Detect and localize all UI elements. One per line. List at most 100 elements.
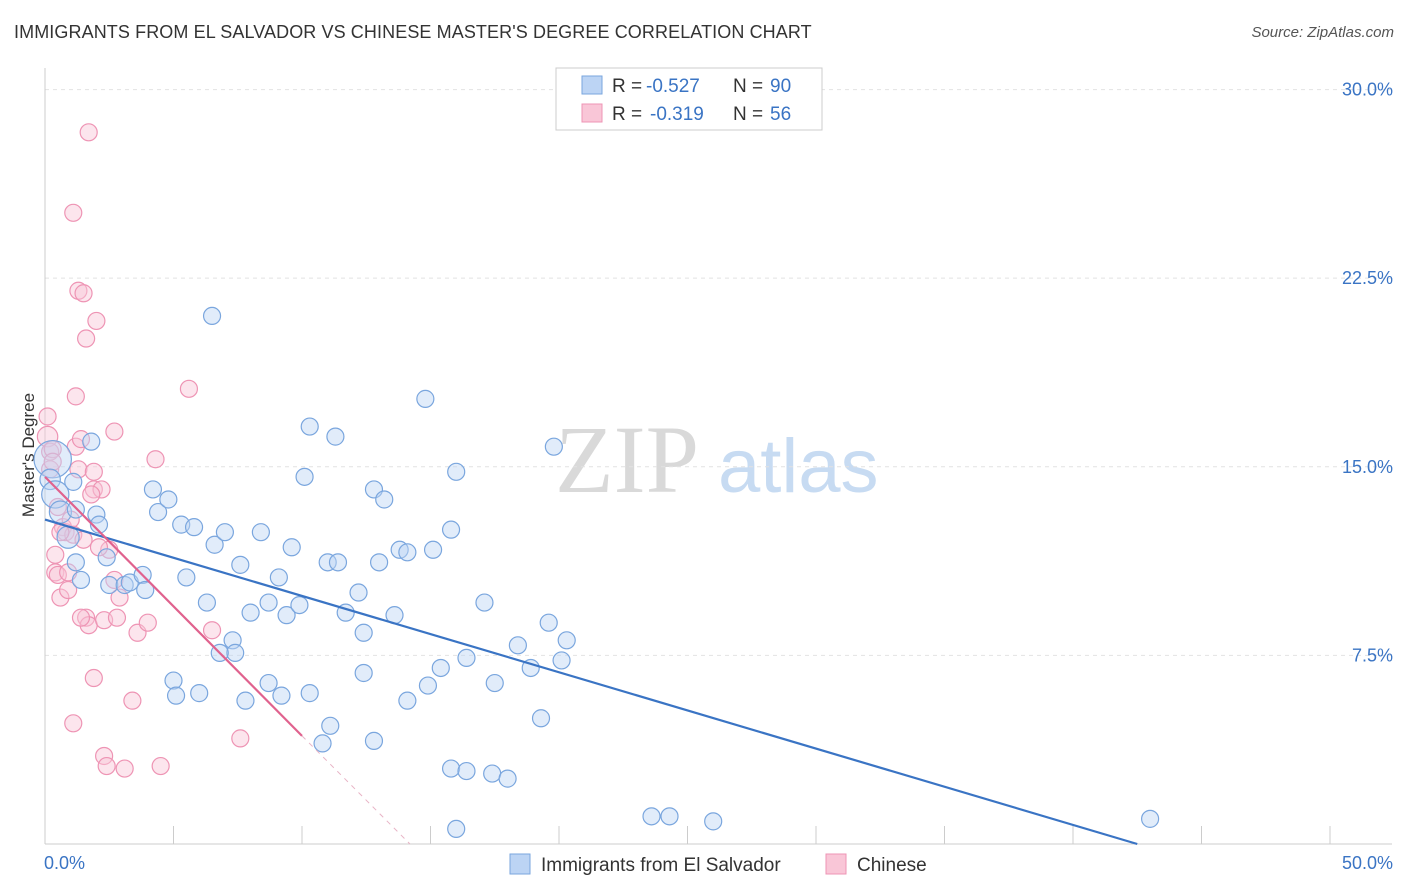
el-salvador-point-6 <box>82 432 101 451</box>
chinese-point-6 <box>46 545 65 564</box>
chinese-point-49 <box>231 729 250 748</box>
chinese-trend-extension <box>301 735 411 845</box>
el-salvador-point-84 <box>642 807 661 826</box>
el-salvador-point-72 <box>300 684 319 703</box>
el-salvador-point-32 <box>259 593 278 612</box>
legend-n-label-2: N = <box>733 104 763 125</box>
el-salvador-point-35 <box>282 538 301 557</box>
el-salvador-point-22 <box>177 568 196 587</box>
el-salvador-point-65 <box>164 671 183 690</box>
el-salvador-point-30 <box>241 603 260 622</box>
el-salvador-point-61 <box>539 613 558 632</box>
chinese-point-50 <box>82 485 101 504</box>
el-salvador-point-14 <box>115 575 134 595</box>
el-salvador-point-68 <box>226 643 245 662</box>
el-salvador-point-85 <box>660 807 679 826</box>
legend-swatch-blue <box>581 75 603 95</box>
el-salvador-point-12 <box>97 548 116 567</box>
chinese-point-48 <box>202 621 222 640</box>
watermark-zip: ZIP <box>555 406 699 513</box>
el-salvador-point-40 <box>326 427 345 446</box>
el-salvador-point-37 <box>295 467 314 486</box>
el-salvador-point-8 <box>66 553 85 572</box>
el-salvador-point-34 <box>277 606 296 625</box>
el-salvador-point-58 <box>508 636 527 655</box>
el-salvador-point-64 <box>557 631 576 650</box>
bottom-legend-swatch-pink <box>825 853 847 875</box>
chinese-point-44 <box>138 613 157 632</box>
el-salvador-point-82 <box>483 764 502 783</box>
el-salvador-point-0 <box>33 439 73 479</box>
el-salvador-point-26 <box>205 535 224 554</box>
el-salvador-point-77 <box>398 691 417 710</box>
chinese-point-25 <box>79 123 98 142</box>
x-tick-label-1: 50.0% <box>1342 853 1393 873</box>
el-salvador-point-55 <box>457 648 476 668</box>
chinese-point-9 <box>51 588 70 607</box>
el-salvador-point-53 <box>441 520 461 539</box>
y-tick-labels: 7.5% 15.0% 22.5% 30.0% <box>1342 80 1393 666</box>
el-salvador-point-7 <box>64 472 83 491</box>
legend: R = -0.527 N = 90 R = -0.319 N = 56 <box>555 67 823 131</box>
chinese-point-12 <box>59 580 78 600</box>
chinese-points <box>36 123 250 778</box>
chinese-point-37 <box>64 714 83 733</box>
el-salvador-point-46 <box>370 553 389 572</box>
bottom-legend-label-blue: Immigrants from El Salvador <box>541 855 781 876</box>
el-salvador-point-18 <box>143 480 163 499</box>
el-salvador-point-80 <box>441 759 461 778</box>
source-label: Source: ZipAtlas.com <box>1251 24 1394 41</box>
el-salvador-point-69 <box>236 691 255 710</box>
el-salvador-point-27 <box>215 523 234 542</box>
el-salvador-point-78 <box>418 676 438 695</box>
el-salvador-point-83 <box>498 769 517 788</box>
el-salvador-point-74 <box>321 716 340 735</box>
el-salvador-point-57 <box>485 673 504 693</box>
bottom-legend: Immigrants from El Salvador Chinese <box>509 853 927 876</box>
el-salvador-point-23 <box>184 518 204 537</box>
el-salvador-point-41 <box>328 553 348 572</box>
chinese-point-47 <box>179 379 199 398</box>
y-tick-label-3: 30.0% <box>1342 80 1393 100</box>
el-salvador-point-79 <box>431 658 450 678</box>
el-salvador-point-62 <box>544 437 563 456</box>
el-salvador-point-81 <box>447 819 466 839</box>
el-salvador-point-33 <box>269 568 288 587</box>
el-salvador-point-66 <box>166 686 186 705</box>
el-salvador-point-71 <box>272 686 291 705</box>
chinese-point-30 <box>84 462 103 481</box>
chinese-point-27 <box>74 284 93 303</box>
trend-lines <box>44 476 1138 846</box>
el-salvador-point-11 <box>89 515 109 534</box>
y-axis-title: Master's Degree <box>19 393 38 517</box>
legend-swatch-pink <box>581 103 603 123</box>
chinese-point-54 <box>71 608 91 627</box>
el-salvador-points <box>33 306 1160 839</box>
el-salvador-point-47 <box>375 490 394 509</box>
el-salvador-point-43 <box>349 583 368 602</box>
chinese-point-24 <box>64 203 83 222</box>
chinese-point-1 <box>38 407 57 426</box>
el-salvador-point-36 <box>290 595 309 615</box>
el-salvador-point-52 <box>423 540 443 559</box>
el-salvador-point-31 <box>251 523 270 542</box>
el-salvador-point-24 <box>197 593 217 612</box>
y-tick-label-0: 7.5% <box>1352 645 1393 665</box>
el-salvador-point-20 <box>159 490 178 509</box>
chinese-point-5 <box>43 452 62 471</box>
el-salvador-point-13 <box>100 575 119 595</box>
legend-n-label-1: N = <box>733 76 763 97</box>
el-salvador-point-51 <box>416 389 435 408</box>
chinese-point-0 <box>36 425 59 448</box>
chinese-point-40 <box>97 756 116 776</box>
chart-title: IMMIGRANTS FROM EL SALVADOR VS CHINESE M… <box>14 22 812 42</box>
el-salvador-point-70 <box>259 673 278 693</box>
chinese-point-51 <box>89 538 109 557</box>
chinese-point-36 <box>105 422 124 441</box>
el-salvador-point-87 <box>1140 809 1160 828</box>
legend-r-value-1: -0.527 <box>646 76 700 97</box>
axes <box>44 68 1392 845</box>
el-salvador-point-89 <box>457 761 476 781</box>
bottom-legend-swatch-blue <box>509 853 531 875</box>
legend-n-value-2: 56 <box>770 104 791 125</box>
